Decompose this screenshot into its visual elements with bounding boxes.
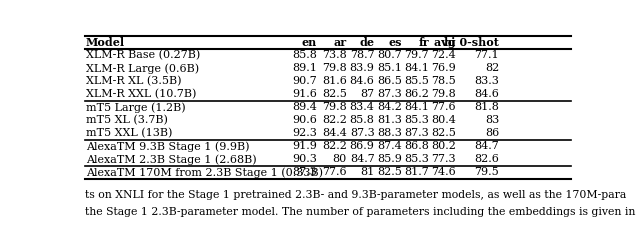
- Text: 90.7: 90.7: [292, 76, 317, 86]
- Text: avg 0-shot: avg 0-shot: [435, 37, 499, 48]
- Text: AlexaTM 2.3B Stage 1 (2.68B): AlexaTM 2.3B Stage 1 (2.68B): [86, 154, 257, 165]
- Text: 90.3: 90.3: [292, 154, 317, 164]
- Text: AlexaTM 9.3B Stage 1 (9.9B): AlexaTM 9.3B Stage 1 (9.9B): [86, 141, 250, 152]
- Text: 81.8: 81.8: [474, 102, 499, 112]
- Text: 78.7: 78.7: [350, 50, 374, 61]
- Text: 80.4: 80.4: [431, 115, 456, 125]
- Text: 85.1: 85.1: [378, 64, 403, 73]
- Text: 77.1: 77.1: [474, 50, 499, 61]
- Text: 84.1: 84.1: [404, 102, 429, 112]
- Text: en: en: [302, 37, 317, 48]
- Text: 79.8: 79.8: [322, 64, 347, 73]
- Text: 82.6: 82.6: [474, 154, 499, 164]
- Text: 87.3: 87.3: [378, 89, 403, 99]
- Text: 74.6: 74.6: [431, 167, 456, 177]
- Text: 83.9: 83.9: [349, 64, 374, 73]
- Text: 77.3: 77.3: [431, 154, 456, 164]
- Text: 82.5: 82.5: [431, 128, 456, 138]
- Text: ts on XNLI for the Stage 1 pretrained 2.3B- and 9.3B-parameter models, as well a: ts on XNLI for the Stage 1 pretrained 2.…: [85, 190, 626, 200]
- Text: 84.2: 84.2: [378, 102, 403, 112]
- Text: 79.8: 79.8: [431, 89, 456, 99]
- Text: 88.3: 88.3: [378, 128, 403, 138]
- Text: 83: 83: [485, 115, 499, 125]
- Text: 72.4: 72.4: [431, 50, 456, 61]
- Text: XLM-R XL (3.5B): XLM-R XL (3.5B): [86, 76, 182, 87]
- Text: 89.4: 89.4: [292, 102, 317, 112]
- Text: 83.4: 83.4: [349, 102, 374, 112]
- Text: 77.6: 77.6: [322, 167, 347, 177]
- Text: 83.3: 83.3: [474, 76, 499, 86]
- Text: 73.8: 73.8: [322, 50, 347, 61]
- Text: 85.5: 85.5: [404, 76, 429, 86]
- Text: 82.5: 82.5: [322, 89, 347, 99]
- Text: ar: ar: [333, 37, 347, 48]
- Text: 84.4: 84.4: [322, 128, 347, 138]
- Text: 85.8: 85.8: [292, 50, 317, 61]
- Text: mT5 Large (1.2B): mT5 Large (1.2B): [86, 102, 186, 113]
- Text: 80.7: 80.7: [378, 50, 403, 61]
- Text: hi: hi: [444, 37, 456, 48]
- Text: mT5 XXL (13B): mT5 XXL (13B): [86, 128, 172, 139]
- Text: fr: fr: [419, 37, 429, 48]
- Text: 85.3: 85.3: [404, 154, 429, 164]
- Text: 81.7: 81.7: [404, 167, 429, 177]
- Text: 86.8: 86.8: [404, 141, 429, 151]
- Text: 92.3: 92.3: [292, 128, 317, 138]
- Text: 86.9: 86.9: [349, 141, 374, 151]
- Text: 86: 86: [485, 128, 499, 138]
- Text: 79.7: 79.7: [404, 50, 429, 61]
- Text: 82: 82: [485, 64, 499, 73]
- Text: 87.3: 87.3: [292, 167, 317, 177]
- Text: the Stage 1 2.3B-parameter model. The number of parameters including the embeddi: the Stage 1 2.3B-parameter model. The nu…: [85, 207, 636, 217]
- Text: 81.3: 81.3: [378, 115, 403, 125]
- Text: 82.5: 82.5: [378, 167, 403, 177]
- Text: 77.6: 77.6: [431, 102, 456, 112]
- Text: es: es: [389, 37, 403, 48]
- Text: 81: 81: [360, 167, 374, 177]
- Text: 89.1: 89.1: [292, 64, 317, 73]
- Text: 84.6: 84.6: [474, 89, 499, 99]
- Text: 79.5: 79.5: [474, 167, 499, 177]
- Text: 84.1: 84.1: [404, 64, 429, 73]
- Text: 82.2: 82.2: [322, 141, 347, 151]
- Text: XLM-R XXL (10.7B): XLM-R XXL (10.7B): [86, 89, 196, 100]
- Text: 78.5: 78.5: [431, 76, 456, 86]
- Text: 84.7: 84.7: [350, 154, 374, 164]
- Text: 76.9: 76.9: [431, 64, 456, 73]
- Text: 84.6: 84.6: [349, 76, 374, 86]
- Text: de: de: [360, 37, 374, 48]
- Text: 87.3: 87.3: [404, 128, 429, 138]
- Text: Model: Model: [86, 37, 125, 48]
- Text: 84.7: 84.7: [474, 141, 499, 151]
- Text: 90.6: 90.6: [292, 115, 317, 125]
- Text: 87.4: 87.4: [378, 141, 403, 151]
- Text: 87.3: 87.3: [350, 128, 374, 138]
- Text: AlexaTM 170M from 2.3B Stage 1 (0.33B): AlexaTM 170M from 2.3B Stage 1 (0.33B): [86, 167, 323, 178]
- Text: 82.2: 82.2: [322, 115, 347, 125]
- Text: 79.8: 79.8: [322, 102, 347, 112]
- Text: 91.9: 91.9: [292, 141, 317, 151]
- Text: 81.6: 81.6: [322, 76, 347, 86]
- Text: 85.8: 85.8: [349, 115, 374, 125]
- Text: 87: 87: [360, 89, 374, 99]
- Text: XLM-R Large (0.6B): XLM-R Large (0.6B): [86, 63, 199, 74]
- Text: mT5 XL (3.7B): mT5 XL (3.7B): [86, 115, 168, 125]
- Text: 86.2: 86.2: [404, 89, 429, 99]
- Text: XLM-R Base (0.27B): XLM-R Base (0.27B): [86, 50, 200, 61]
- Text: 86.5: 86.5: [378, 76, 403, 86]
- Text: 91.6: 91.6: [292, 89, 317, 99]
- Text: 80: 80: [333, 154, 347, 164]
- Text: 80.2: 80.2: [431, 141, 456, 151]
- Text: 85.3: 85.3: [404, 115, 429, 125]
- Text: 85.9: 85.9: [378, 154, 403, 164]
